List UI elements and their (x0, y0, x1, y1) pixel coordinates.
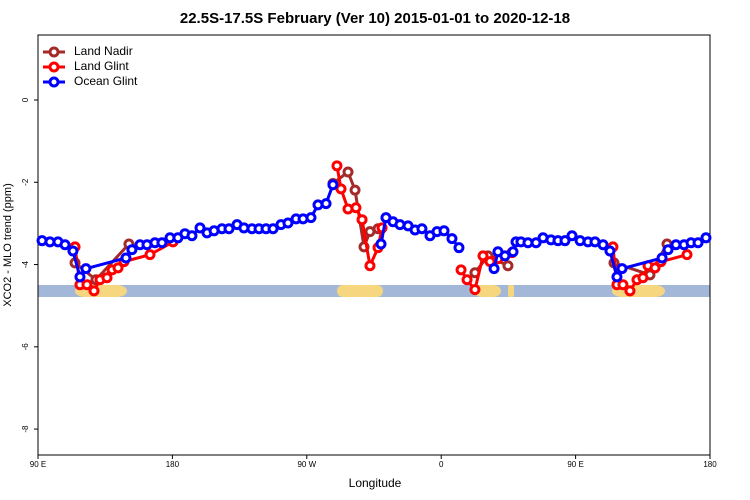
point (342, 166, 354, 178)
point (126, 244, 138, 256)
point (186, 230, 198, 242)
point (331, 160, 343, 172)
y-tick-label: 0 (21, 97, 30, 102)
point (530, 237, 542, 249)
legend-label: Land Glint (74, 59, 129, 73)
point (469, 284, 481, 296)
plot-frame (37, 34, 711, 456)
point (502, 260, 514, 272)
point (566, 230, 578, 242)
point (499, 250, 511, 262)
point (350, 202, 362, 214)
point (349, 184, 361, 196)
point (477, 250, 489, 262)
y-tick-label: -8 (21, 425, 30, 433)
point (364, 260, 376, 272)
legend-label: Ocean Glint (74, 74, 138, 88)
point (700, 232, 712, 244)
point (416, 223, 428, 235)
point (692, 237, 704, 249)
point (446, 233, 458, 245)
point (637, 272, 649, 284)
point (559, 235, 571, 247)
point (611, 271, 623, 283)
point (375, 238, 387, 250)
point (656, 252, 668, 264)
point (59, 239, 71, 251)
x-tick-label: 0 (439, 460, 444, 469)
point (282, 217, 294, 229)
y-tick-label: -6 (21, 343, 30, 351)
x-tick-label: 90 W (297, 460, 316, 469)
point (305, 212, 317, 224)
point (604, 245, 616, 257)
y-tick-label: -4 (21, 260, 30, 268)
y-axis-label: XCO2 - MLO trend (ppm) (2, 183, 14, 306)
legend-marker (48, 46, 60, 58)
x-tick-label: 90 E (30, 460, 46, 469)
point (649, 262, 661, 274)
legend-marker (48, 61, 60, 73)
point (617, 279, 629, 291)
point (616, 263, 628, 275)
point (453, 242, 465, 254)
point (81, 279, 93, 291)
point (267, 223, 279, 235)
x-axis-label: Longitude (349, 476, 402, 490)
point (74, 271, 86, 283)
x-tick-label: 180 (166, 460, 180, 469)
point (120, 252, 132, 264)
point (455, 264, 467, 276)
point (80, 263, 92, 275)
point (438, 225, 450, 237)
point (681, 249, 693, 261)
x-tick-label: 90 E (567, 460, 583, 469)
legend-marker (48, 76, 60, 88)
land-patch (337, 285, 383, 297)
y-tick-label: -2 (21, 178, 30, 186)
land-patch (508, 285, 514, 297)
point (67, 245, 79, 257)
point (101, 272, 113, 284)
point (662, 244, 674, 256)
point (327, 179, 339, 191)
point (156, 237, 168, 249)
legend-label: Land Nadir (74, 44, 133, 58)
land-patch (474, 285, 501, 297)
point (144, 249, 156, 261)
point (488, 263, 500, 275)
x-tick-label: 180 (703, 460, 717, 469)
point (461, 274, 473, 286)
point (320, 198, 332, 210)
point (335, 183, 347, 195)
point (507, 246, 519, 258)
point (597, 239, 609, 251)
point (624, 285, 636, 297)
point (88, 285, 100, 297)
point (112, 262, 124, 274)
map-strip (38, 285, 710, 297)
chart-title: 22.5S-17.5S February (Ver 10) 2015-01-01… (180, 10, 570, 27)
point (223, 223, 235, 235)
point (194, 222, 206, 234)
point (356, 214, 368, 226)
